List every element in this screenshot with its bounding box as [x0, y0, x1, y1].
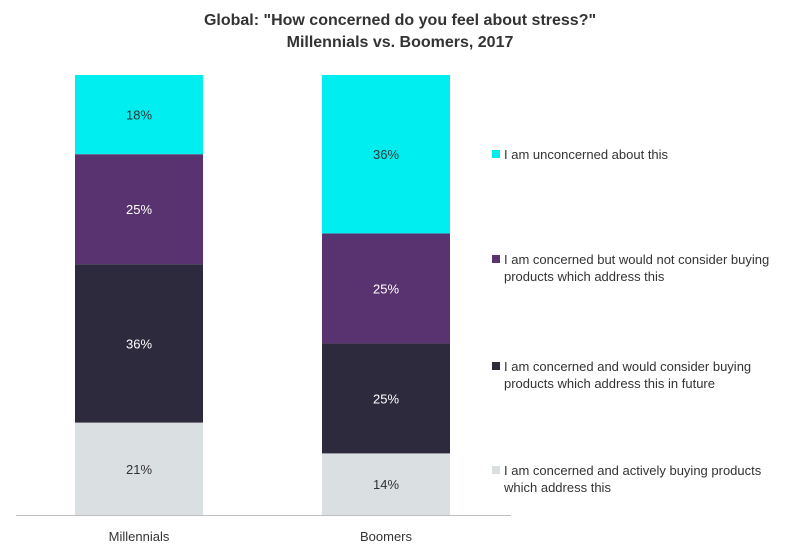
bar-segment-boomers-series-2 — [322, 343, 450, 454]
legend-swatch — [492, 150, 500, 158]
legend-swatch — [492, 255, 500, 263]
bar-segment-millennials-series-3 — [75, 154, 203, 265]
data-label-boomers-series-3: 25% — [373, 281, 399, 296]
bar-segment-boomers-series-4 — [322, 75, 450, 234]
bar-segment-millennials-series-2 — [75, 264, 203, 423]
data-label-millennials-series-2: 36% — [126, 336, 152, 351]
data-label-millennials-series-1: 21% — [126, 462, 152, 477]
legend-item-4: I am concerned and actively buying produ… — [492, 462, 797, 496]
data-label-boomers-series-1: 14% — [373, 477, 399, 492]
legend-label: I am concerned and actively buying produ… — [504, 463, 762, 495]
data-label-millennials-series-3: 25% — [126, 202, 152, 217]
bar-segment-millennials-series-4 — [75, 75, 203, 155]
bar-segment-boomers-series-3 — [322, 233, 450, 344]
chart-title-line-1: Global: "How concerned do you feel about… — [203, 12, 597, 29]
bar-segment-boomers-series-1 — [322, 453, 450, 515]
legend-item-2: I am concerned but would not consider bu… — [492, 251, 797, 285]
legend-label: I am concerned but would not consider bu… — [504, 252, 770, 284]
legend-item-3: I am concerned and would consider buying… — [492, 358, 797, 392]
data-label-boomers-series-2: 25% — [373, 391, 399, 406]
legend-item-1: I am unconcerned about this — [492, 146, 797, 163]
legend-swatch — [492, 362, 500, 370]
data-label-millennials-series-4: 18% — [126, 108, 152, 123]
chart-title-line-2: Millennials vs. Boomers, 2017 — [286, 34, 514, 51]
bar-segment-millennials-series-1 — [75, 422, 203, 515]
data-label-boomers-series-4: 36% — [373, 147, 399, 162]
category-label-millennials: Millennials — [109, 529, 170, 544]
category-label-boomers: Boomers — [360, 529, 413, 544]
legend-swatch — [492, 466, 500, 474]
legend-label: I am unconcerned about this — [504, 147, 669, 162]
chart-title: Global: "How concerned do you feel about… — [0, 10, 800, 54]
legend-label: I am concerned and would consider buying… — [504, 359, 752, 391]
